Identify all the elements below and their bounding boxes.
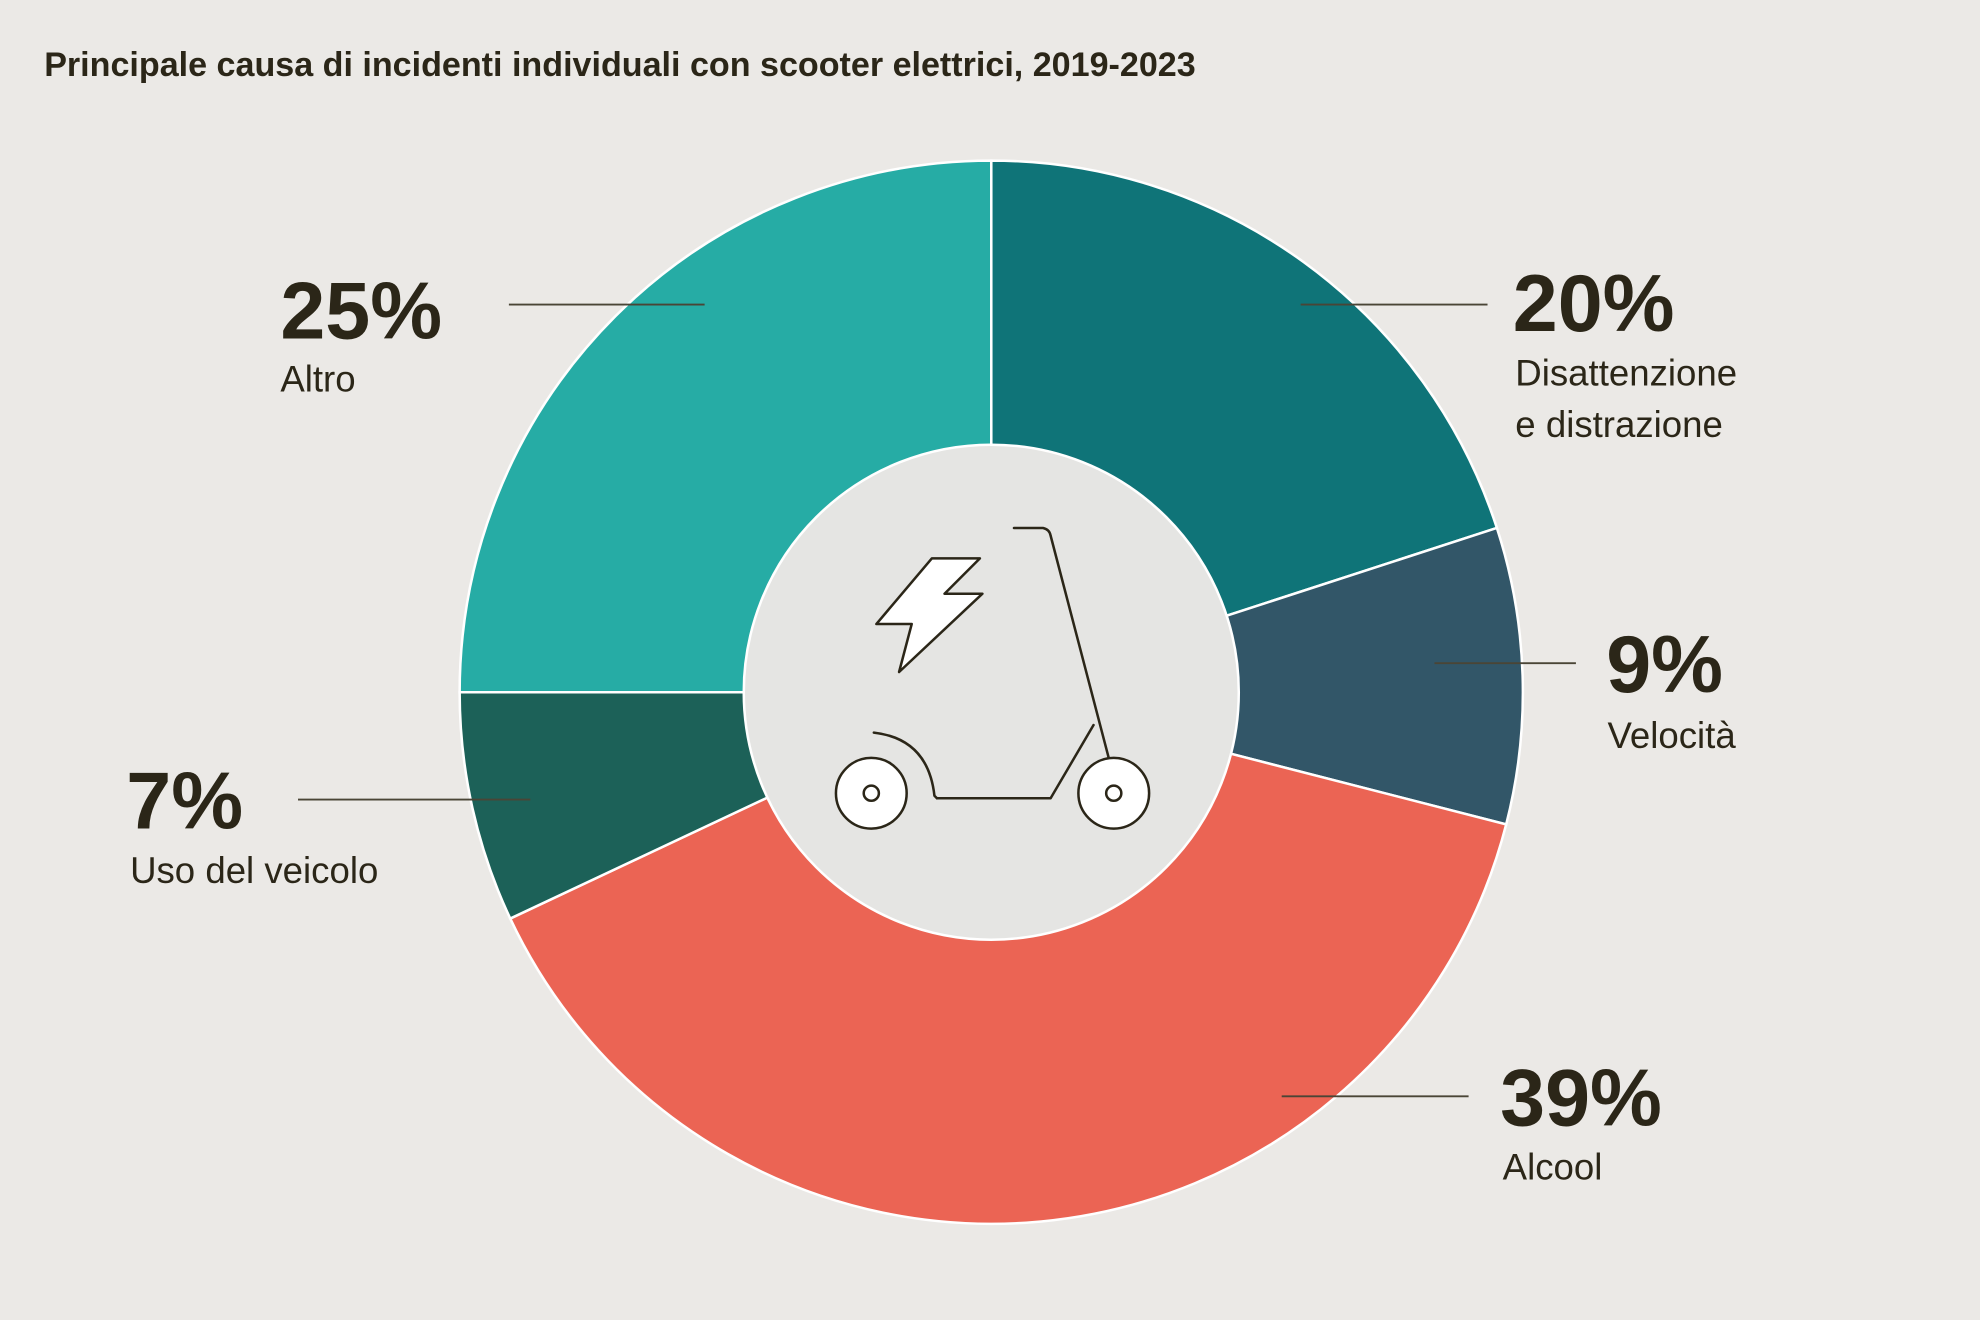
data-label-category: Alcool [1503, 1147, 1603, 1188]
data-label-category: Disattenzione [1515, 352, 1737, 393]
data-label-value: 39% [1500, 1053, 1662, 1143]
lightning-icon [875, 557, 984, 674]
data-label-value: 9% [1606, 620, 1723, 710]
data-label-value: 25% [280, 267, 442, 357]
data-label-category: Velocità [1607, 715, 1736, 756]
data-label-value: 7% [126, 757, 243, 847]
donut-center [742, 443, 1241, 941]
slice-alcool [508, 690, 1508, 1226]
chart-title: Principale causa di incidenti individual… [44, 46, 1196, 84]
data-label-category: Uso del veicolo [130, 850, 378, 891]
slice-velocit- [986, 526, 1525, 826]
electric-scooter-icon [834, 526, 1151, 830]
data-label-category: Altro [280, 359, 355, 400]
data-label-category: e distrazione [1515, 404, 1723, 445]
labels: 20%Disattenzione e distrazione 9% Velocità 3… [126, 259, 1737, 1188]
data-label-value: 20% [1513, 259, 1675, 349]
